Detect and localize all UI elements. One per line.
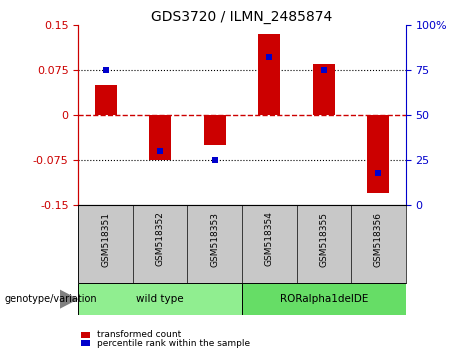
Text: GSM518353: GSM518353 [210, 212, 219, 267]
Bar [95, 85, 117, 115]
Bar [149, 115, 171, 160]
Text: GSM518356: GSM518356 [374, 212, 383, 267]
Text: wild type: wild type [136, 294, 184, 304]
Bar [313, 64, 335, 115]
Bar [204, 115, 226, 145]
Text: RORalpha1delDE: RORalpha1delDE [280, 294, 368, 304]
Bar [78, 283, 242, 315]
Bar [242, 283, 406, 315]
Text: transformed count: transformed count [97, 330, 181, 339]
Text: percentile rank within the sample: percentile rank within the sample [97, 338, 250, 348]
Text: GSM518354: GSM518354 [265, 212, 274, 267]
Bar [367, 115, 389, 193]
Text: genotype/variation: genotype/variation [5, 294, 97, 304]
Title: GDS3720 / ILMN_2485874: GDS3720 / ILMN_2485874 [151, 10, 333, 24]
Text: GSM518352: GSM518352 [156, 212, 165, 267]
Text: GSM518351: GSM518351 [101, 212, 110, 267]
Text: GSM518355: GSM518355 [319, 212, 328, 267]
Bar [258, 34, 280, 115]
Polygon shape [60, 290, 78, 309]
